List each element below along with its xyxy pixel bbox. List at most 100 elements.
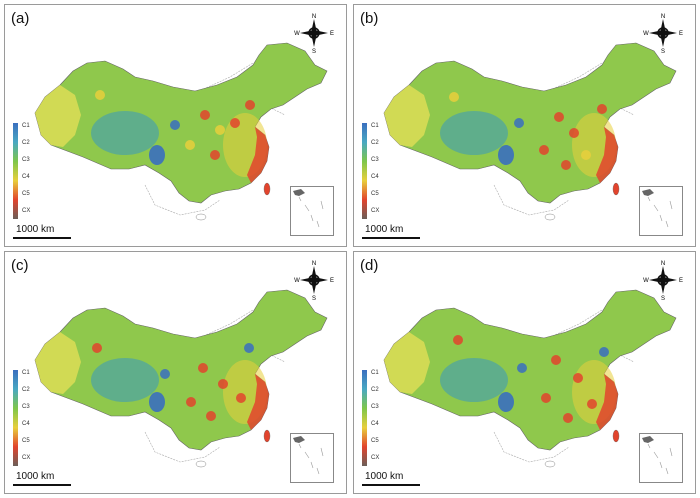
- legend-class-label: C3: [22, 404, 30, 410]
- svg-text:E: E: [330, 278, 334, 284]
- low-corrosivity-zone: [149, 145, 165, 165]
- arid-zone: [35, 85, 81, 147]
- hotspot: [453, 335, 463, 345]
- legend: C1 C2 C3 C4 C5 CX: [362, 370, 396, 470]
- compass-rose: N S E W: [294, 13, 334, 55]
- legend-class-label: C2: [371, 140, 379, 146]
- hotspot: [215, 125, 225, 135]
- hotspot: [561, 160, 571, 170]
- country-shape: [383, 42, 677, 204]
- svg-text:N: N: [661, 14, 665, 20]
- hotspot: [198, 363, 208, 373]
- legend-class-label: C2: [371, 387, 379, 393]
- svg-text:S: S: [312, 296, 316, 300]
- svg-text:E: E: [330, 31, 334, 37]
- hotspots: [449, 92, 607, 170]
- compass-icon: N S E W: [643, 261, 683, 302]
- island-shape: [195, 460, 207, 468]
- island-shape: [544, 460, 556, 468]
- plateau-zone: [91, 358, 159, 402]
- corrosivity-map: [383, 42, 677, 221]
- hotspot: [587, 399, 597, 409]
- hotspot: [95, 90, 105, 100]
- legend-class-label: C3: [22, 157, 30, 163]
- legend-class-label: C5: [371, 438, 379, 444]
- country-shape: [34, 42, 328, 204]
- plateau-zone: [91, 111, 159, 155]
- hotspot: [236, 393, 246, 403]
- compass-icon: N S E W: [294, 261, 334, 302]
- compass-icon: N S E W: [294, 14, 334, 55]
- compass-rose: N S E W: [294, 260, 334, 302]
- corrosivity-map: [383, 289, 677, 468]
- island-shape: [612, 429, 620, 443]
- legend-class-label: CX: [371, 208, 380, 214]
- hotspots: [92, 343, 254, 421]
- svg-text:S: S: [661, 49, 665, 53]
- hotspot: [581, 150, 591, 160]
- hotspot: [551, 355, 561, 365]
- map-panel-d: (d) N S E W C1 C2 C3 C4 C5 CX 1000 km: [353, 251, 696, 494]
- hotspot: [206, 411, 216, 421]
- country-shape: [34, 289, 328, 451]
- legend-class-label: C3: [371, 404, 379, 410]
- hotspot: [449, 92, 459, 102]
- scale-label: 1000 km: [365, 471, 404, 482]
- svg-text:E: E: [679, 31, 683, 37]
- svg-text:S: S: [661, 296, 665, 300]
- svg-text:N: N: [312, 14, 316, 20]
- scale-label: 1000 km: [16, 224, 55, 235]
- legend-class-label: C4: [22, 421, 30, 427]
- scale-bar: 1000 km: [13, 471, 83, 487]
- country-shape: [383, 289, 677, 451]
- legend-class-label: C3: [371, 157, 379, 163]
- svg-text:E: E: [679, 278, 683, 284]
- map-panel-c: (c) N S E W C1 C2 C3 C4 C5 CX 1000 km: [4, 251, 347, 494]
- scale-line: [13, 237, 71, 239]
- legend-class-label: CX: [22, 455, 31, 461]
- coastal-red-zone: [247, 374, 269, 430]
- hotspot: [186, 397, 196, 407]
- svg-text:W: W: [294, 31, 300, 37]
- corrosivity-map: [34, 289, 328, 468]
- legend-class-label: C5: [371, 191, 379, 197]
- hotspots: [453, 335, 609, 423]
- scale-bar: 1000 km: [362, 471, 432, 487]
- south-china-sea-inset: [639, 186, 683, 236]
- legend-class-label: C1: [371, 370, 379, 376]
- legend-colorbar: [13, 370, 18, 466]
- svg-text:N: N: [661, 261, 665, 267]
- panel-label: (a): [11, 10, 30, 27]
- hotspot: [514, 118, 524, 128]
- south-china-sea-inset: [290, 186, 334, 236]
- svg-text:W: W: [294, 278, 300, 284]
- hotspot: [517, 363, 527, 373]
- arid-zone: [35, 332, 81, 394]
- panel-label: (c): [11, 257, 29, 274]
- scale-line: [362, 237, 420, 239]
- legend-class-label: C4: [371, 421, 379, 427]
- hotspot: [599, 347, 609, 357]
- scale-line: [362, 484, 420, 486]
- hotspot: [200, 110, 210, 120]
- hotspot: [245, 100, 255, 110]
- legend-class-label: CX: [22, 208, 31, 214]
- legend-class-label: C1: [22, 370, 30, 376]
- hotspot: [244, 343, 254, 353]
- compass-rose: N S E W: [643, 260, 683, 302]
- hotspot: [218, 379, 228, 389]
- panel-label: (d): [360, 257, 379, 274]
- hotspot: [554, 112, 564, 122]
- scale-bar: 1000 km: [13, 224, 83, 240]
- hotspot: [541, 393, 551, 403]
- legend-class-label: C1: [22, 123, 30, 129]
- island-shape: [612, 182, 620, 196]
- low-corrosivity-zone: [149, 392, 165, 412]
- low-corrosivity-zone: [498, 145, 514, 165]
- low-corrosivity-zone: [498, 392, 514, 412]
- legend-class-label: C4: [371, 174, 379, 180]
- coastal-red-zone: [247, 127, 269, 183]
- coastal-red-zone: [596, 374, 618, 430]
- legend-class-label: C2: [22, 140, 30, 146]
- island-shape: [263, 182, 271, 196]
